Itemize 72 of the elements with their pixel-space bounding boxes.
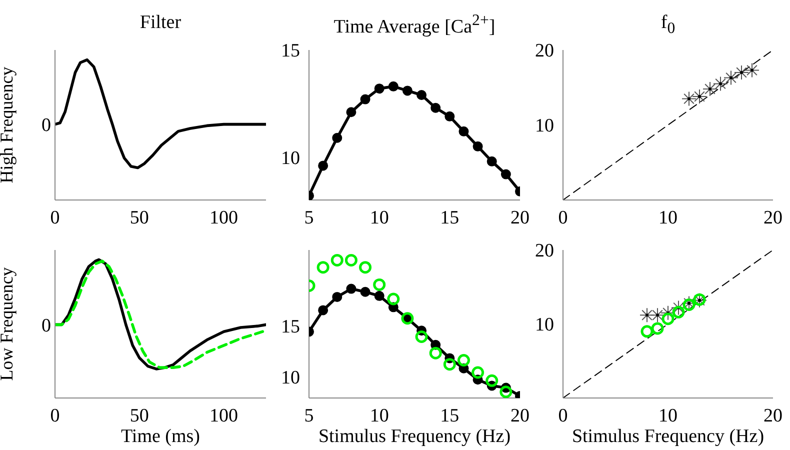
- point: [373, 278, 386, 291]
- text: 0: [42, 315, 51, 336]
- x-tick-label: 0: [558, 405, 568, 426]
- x-tick-label: 0: [50, 207, 60, 228]
- point: [346, 284, 356, 294]
- y-tick-label: 15: [281, 40, 300, 62]
- point: [332, 132, 342, 143]
- point: [332, 292, 342, 302]
- x-tick-label: 20: [764, 207, 782, 228]
- x-tick-label: 10: [370, 405, 389, 426]
- point: [651, 322, 664, 335]
- x-tick-label: 10: [658, 405, 678, 426]
- point: [500, 169, 511, 180]
- point: [330, 254, 344, 266]
- point: [402, 86, 412, 96]
- x-axis-title: Stimulus Frequency (Hz): [572, 426, 764, 447]
- point: [359, 261, 372, 274]
- x-tick-label: 0: [558, 207, 568, 228]
- x-tick-label: 50: [130, 405, 149, 426]
- y-axis-title: High Frequency: [0, 66, 16, 184]
- chart-title: Time Average [Ca$^{2+}$]: [332, 12, 496, 38]
- point: [374, 84, 384, 94]
- x-tick-label: 15: [440, 207, 460, 228]
- x-tick-label: 10: [658, 207, 678, 228]
- y-tick-label: 20: [535, 40, 554, 62]
- x-axis-title: Time (ms): [120, 426, 200, 447]
- x-tick-label: 20: [510, 405, 530, 426]
- point: [416, 90, 427, 100]
- y-tick-label: 15: [281, 316, 300, 338]
- point: [430, 102, 441, 113]
- x-tick-label: 20: [510, 207, 530, 228]
- point: [360, 94, 370, 104]
- point: [318, 160, 328, 171]
- point: [318, 305, 328, 316]
- point: [360, 286, 370, 297]
- y-axis-title: Low Frequency: [0, 267, 16, 381]
- point: [387, 292, 400, 306]
- point: [374, 290, 384, 301]
- x-tick-label: 15: [440, 405, 460, 426]
- chart-title: Filter: [138, 12, 182, 34]
- y-tick-label: 10: [281, 367, 300, 388]
- point: [415, 330, 428, 344]
- text: 0: [42, 115, 51, 136]
- point: [344, 254, 358, 266]
- point: [472, 141, 483, 152]
- y-tick-label: 10: [535, 116, 554, 137]
- x-tick-label: 5: [304, 405, 314, 426]
- x-tick-label: 5: [304, 207, 314, 228]
- x-tick-label: 100: [210, 207, 238, 228]
- point: [472, 366, 484, 379]
- y-tick-label: 20: [535, 240, 554, 262]
- x-tick-label: 10: [370, 207, 389, 228]
- y-tick-label: 10: [281, 148, 300, 169]
- point: [486, 156, 497, 166]
- point: [443, 358, 456, 371]
- point: [486, 374, 498, 387]
- y-tick-label: 10: [535, 314, 554, 336]
- x-tick-label: 50: [130, 207, 149, 228]
- point: [316, 261, 330, 274]
- chart-title: f$_{0}$: [660, 12, 676, 38]
- point: [429, 346, 442, 360]
- x-tick-label: 0: [50, 405, 60, 426]
- x-axis-title: Stimulus Frequency (Hz): [318, 426, 511, 447]
- point: [458, 126, 469, 136]
- point: [346, 107, 356, 118]
- x-tick-label: 100: [210, 405, 238, 426]
- x-tick-label: 20: [764, 405, 782, 426]
- point: [444, 111, 455, 122]
- point: [500, 386, 512, 398]
- point: [388, 81, 398, 92]
- point: [457, 354, 470, 366]
- point: [640, 325, 654, 338]
